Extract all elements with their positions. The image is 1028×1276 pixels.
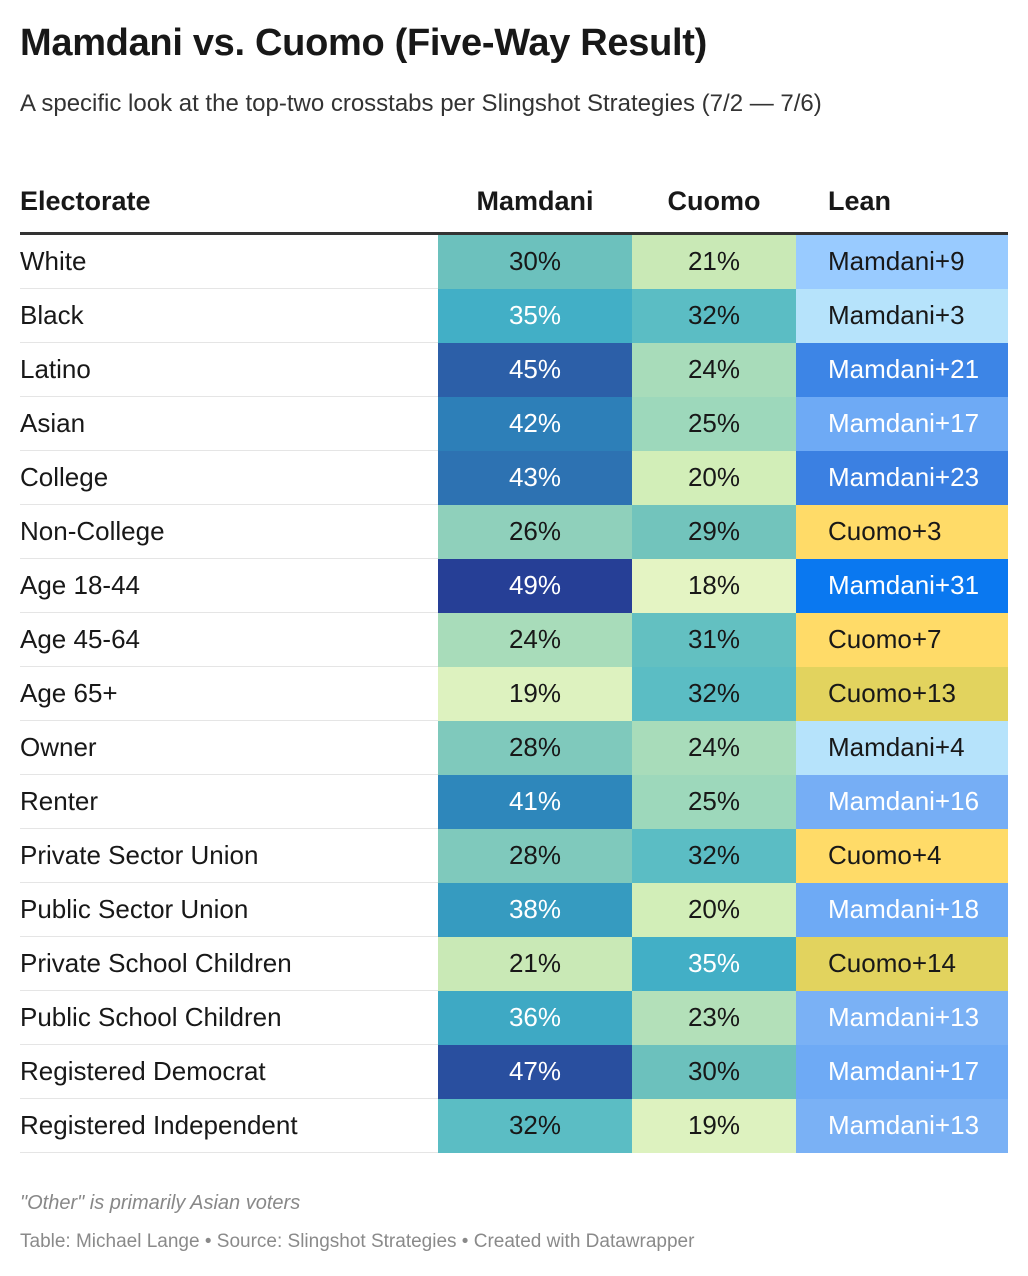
lean-cell: Cuomo+4	[796, 828, 1008, 883]
electorate-cell: Public Sector Union	[20, 882, 438, 937]
column-header-electorate[interactable]: Electorate	[20, 170, 438, 235]
table-row: Registered Independent 32% 19% Mamdani+13	[20, 1098, 1008, 1153]
cuomo-cell: 30%	[632, 1044, 796, 1099]
lean-cell: Mamdani+18	[796, 882, 1008, 937]
cuomo-cell: 31%	[632, 612, 796, 667]
crosstab-table: Electorate Mamdani Cuomo Lean White 30% 21…	[20, 170, 1008, 1153]
table-row: Registered Democrat 47% 30% Mamdani+17	[20, 1044, 1008, 1099]
cuomo-cell: 32%	[632, 288, 796, 343]
lean-cell: Mamdani+3	[796, 288, 1008, 343]
electorate-cell: Owner	[20, 720, 438, 775]
chart-title: Mamdani vs. Cuomo (Five-Way Result)	[20, 22, 707, 64]
cuomo-cell: 24%	[632, 720, 796, 775]
electorate-cell: Private Sector Union	[20, 828, 438, 883]
lean-cell: Cuomo+3	[796, 504, 1008, 559]
table-row: Private Sector Union 28% 32% Cuomo+4	[20, 828, 1008, 883]
mamdani-cell: 21%	[438, 936, 632, 991]
lean-cell: Cuomo+14	[796, 936, 1008, 991]
table-row: White 30% 21% Mamdani+9	[20, 233, 1008, 289]
electorate-cell: Non-College	[20, 504, 438, 559]
table-row: Renter 41% 25% Mamdani+16	[20, 774, 1008, 829]
cuomo-cell: 29%	[632, 504, 796, 559]
table-row: Age 18-44 49% 18% Mamdani+31	[20, 558, 1008, 613]
lean-cell: Mamdani+13	[796, 990, 1008, 1045]
header-row: Electorate Mamdani Cuomo Lean	[20, 170, 1008, 235]
mamdani-cell: 32%	[438, 1098, 632, 1153]
table-row: Black 35% 32% Mamdani+3	[20, 288, 1008, 343]
cuomo-cell: 21%	[632, 233, 796, 289]
mamdani-cell: 24%	[438, 612, 632, 667]
lean-cell: Mamdani+17	[796, 396, 1008, 451]
lean-cell: Mamdani+4	[796, 720, 1008, 775]
column-header-mamdani[interactable]: Mamdani	[438, 170, 632, 235]
table-row: Private School Children 21% 35% Cuomo+14	[20, 936, 1008, 991]
cuomo-cell: 25%	[632, 774, 796, 829]
mamdani-cell: 28%	[438, 828, 632, 883]
cuomo-cell: 24%	[632, 342, 796, 397]
table-row: Asian 42% 25% Mamdani+17	[20, 396, 1008, 451]
table-row: Owner 28% 24% Mamdani+4	[20, 720, 1008, 775]
table-row: Public Sector Union 38% 20% Mamdani+18	[20, 882, 1008, 937]
lean-cell: Mamdani+31	[796, 558, 1008, 613]
cuomo-cell: 20%	[632, 882, 796, 937]
mamdani-cell: 28%	[438, 720, 632, 775]
table-row: College 43% 20% Mamdani+23	[20, 450, 1008, 505]
cuomo-cell: 32%	[632, 666, 796, 721]
electorate-cell: Age 45-64	[20, 612, 438, 667]
mamdani-cell: 45%	[438, 342, 632, 397]
mamdani-cell: 42%	[438, 396, 632, 451]
electorate-cell: Private School Children	[20, 936, 438, 991]
table-body: White 30% 21% Mamdani+9 Black 35% 32% Mamdani+3…	[20, 233, 1008, 1153]
lean-cell: Mamdani+23	[796, 450, 1008, 505]
mamdani-cell: 26%	[438, 504, 632, 559]
mamdani-cell: 35%	[438, 288, 632, 343]
table-row: Latino 45% 24% Mamdani+21	[20, 342, 1008, 397]
cuomo-cell: 23%	[632, 990, 796, 1045]
mamdani-cell: 41%	[438, 774, 632, 829]
table-row: Age 65+ 19% 32% Cuomo+13	[20, 666, 1008, 721]
lean-cell: Cuomo+13	[796, 666, 1008, 721]
cuomo-cell: 25%	[632, 396, 796, 451]
column-header-lean[interactable]: Lean	[796, 170, 1008, 235]
table-row: Non-College 26% 29% Cuomo+3	[20, 504, 1008, 559]
lean-cell: Mamdani+9	[796, 233, 1008, 289]
electorate-cell: White	[20, 233, 438, 289]
lean-cell: Mamdani+13	[796, 1098, 1008, 1153]
mamdani-cell: 19%	[438, 666, 632, 721]
electorate-cell: Black	[20, 288, 438, 343]
mamdani-cell: 43%	[438, 450, 632, 505]
cuomo-cell: 32%	[632, 828, 796, 883]
column-header-cuomo[interactable]: Cuomo	[632, 170, 796, 235]
table-row: Age 45-64 24% 31% Cuomo+7	[20, 612, 1008, 667]
electorate-cell: Public School Children	[20, 990, 438, 1045]
electorate-cell: College	[20, 450, 438, 505]
source-credit: Table: Michael Lange • Source: Slingshot…	[20, 1231, 695, 1252]
mamdani-cell: 36%	[438, 990, 632, 1045]
chart-subtitle: A specific look at the top-two crosstabs…	[20, 90, 822, 117]
lean-cell: Mamdani+16	[796, 774, 1008, 829]
electorate-cell: Age 65+	[20, 666, 438, 721]
table-row: Public School Children 36% 23% Mamdani+13	[20, 990, 1008, 1045]
electorate-cell: Asian	[20, 396, 438, 451]
electorate-cell: Age 18-44	[20, 558, 438, 613]
cuomo-cell: 18%	[632, 558, 796, 613]
lean-cell: Mamdani+21	[796, 342, 1008, 397]
cuomo-cell: 35%	[632, 936, 796, 991]
electorate-cell: Renter	[20, 774, 438, 829]
lean-cell: Mamdani+17	[796, 1044, 1008, 1099]
electorate-cell: Registered Democrat	[20, 1044, 438, 1099]
cuomo-cell: 20%	[632, 450, 796, 505]
electorate-cell: Latino	[20, 342, 438, 397]
footnote: "Other" is primarily Asian voters	[20, 1192, 301, 1214]
mamdani-cell: 47%	[438, 1044, 632, 1099]
cuomo-cell: 19%	[632, 1098, 796, 1153]
mamdani-cell: 30%	[438, 233, 632, 289]
electorate-cell: Registered Independent	[20, 1098, 438, 1153]
mamdani-cell: 49%	[438, 558, 632, 613]
lean-cell: Cuomo+7	[796, 612, 1008, 667]
mamdani-cell: 38%	[438, 882, 632, 937]
